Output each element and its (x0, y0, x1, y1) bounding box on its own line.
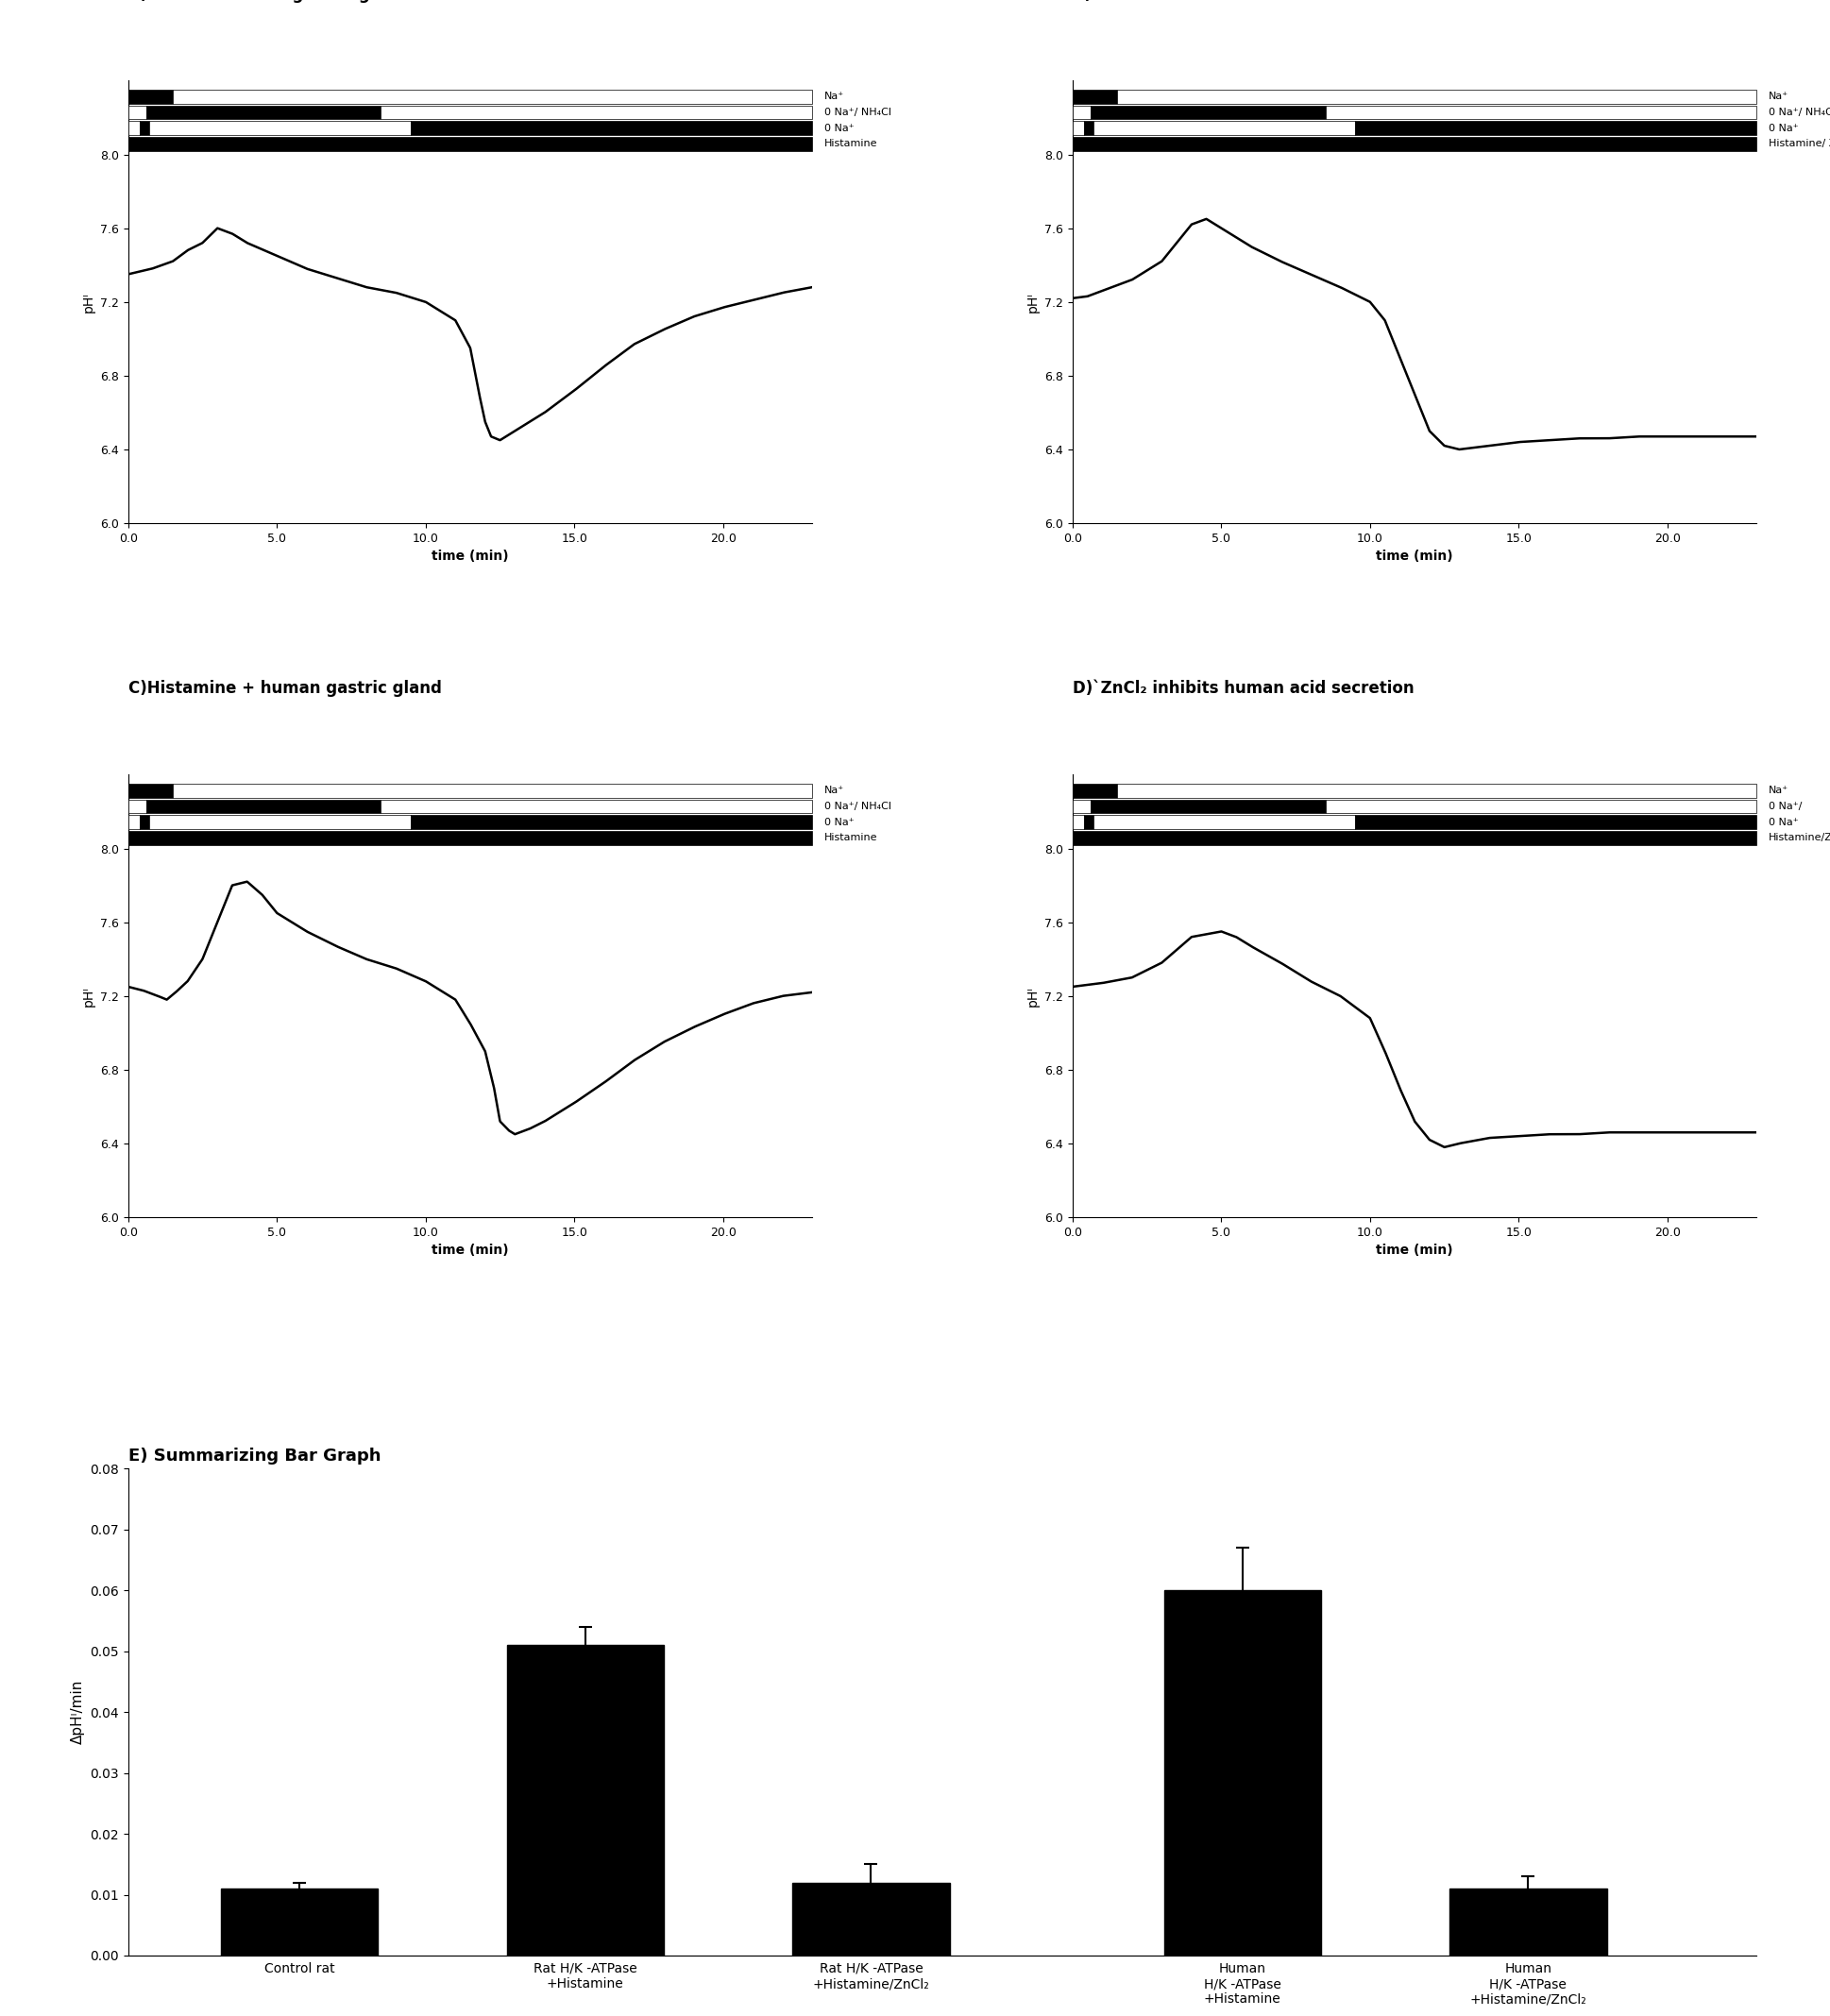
Bar (146, 800, 381, 812)
Text: C)Histamine + human gastric gland: C)Histamine + human gastric gland (128, 679, 441, 698)
Bar (1072, 105, 1091, 119)
Bar (172, 784, 813, 798)
Bar (1325, 105, 1757, 119)
Bar (128, 814, 141, 829)
Bar (1164, 1591, 1321, 1956)
Bar (128, 800, 146, 812)
Bar (1072, 91, 1116, 103)
Bar (1072, 137, 1757, 151)
Text: 0 Na⁺: 0 Na⁺ (1770, 816, 1799, 827)
Bar (148, 814, 410, 829)
Bar (1093, 814, 1356, 829)
Bar (410, 121, 813, 135)
Bar (1116, 91, 1757, 103)
Bar (1072, 784, 1116, 798)
X-axis label: time (min): time (min) (432, 1244, 509, 1258)
Text: Na⁺: Na⁺ (1770, 93, 1788, 101)
Bar (507, 1645, 664, 1956)
Text: Histamine: Histamine (824, 833, 878, 843)
Text: Histamine: Histamine (824, 139, 878, 149)
Bar (1116, 784, 1757, 798)
X-axis label: time (min): time (min) (1376, 1244, 1453, 1258)
Y-axis label: pHᴵ: pHᴵ (1027, 986, 1039, 1006)
Bar (128, 105, 146, 119)
Bar (1072, 831, 1757, 845)
Bar (1072, 814, 1085, 829)
Text: Na⁺: Na⁺ (1770, 786, 1788, 796)
Text: Histamine/ ZnCl₂: Histamine/ ZnCl₂ (1770, 139, 1830, 149)
Bar (1091, 105, 1325, 119)
Bar (1072, 121, 1085, 135)
Y-axis label: pHᴵ: pHᴵ (82, 292, 95, 312)
Bar (141, 121, 148, 135)
Bar (410, 814, 813, 829)
Bar (792, 1883, 950, 1956)
Bar (148, 121, 410, 135)
Text: 0 Na⁺/ NH₄Cl: 0 Na⁺/ NH₄Cl (824, 802, 891, 810)
Text: A)Histamine + rat gastric glands: A)Histamine + rat gastric glands (128, 0, 417, 4)
Y-axis label: pHᴵ: pHᴵ (82, 986, 95, 1006)
Bar (128, 91, 172, 103)
Text: E) Summarizing Bar Graph: E) Summarizing Bar Graph (128, 1447, 381, 1466)
Text: Na⁺: Na⁺ (824, 786, 844, 796)
Text: Histamine/ZnCl₂: Histamine/ZnCl₂ (1770, 833, 1830, 843)
Bar (1085, 121, 1093, 135)
Bar (1072, 800, 1091, 812)
Text: 0 Na⁺/ NH₄Cl: 0 Na⁺/ NH₄Cl (824, 107, 891, 117)
Text: Na⁺: Na⁺ (824, 93, 844, 101)
Bar (1356, 814, 1757, 829)
Bar (128, 137, 813, 151)
Bar (221, 1889, 379, 1956)
Bar (128, 784, 172, 798)
Text: 0 Na⁺: 0 Na⁺ (824, 123, 855, 133)
Bar (1085, 814, 1093, 829)
Bar (146, 105, 381, 119)
Text: 0 Na⁺/: 0 Na⁺/ (1770, 802, 1803, 810)
Bar (1093, 121, 1356, 135)
Bar (172, 91, 813, 103)
Bar (381, 105, 813, 119)
Text: 0 Na⁺/ NH₄Cl: 0 Na⁺/ NH₄Cl (1770, 107, 1830, 117)
Text: B)ZnCl₂ inhibits rat acid secretion: B)ZnCl₂ inhibits rat acid secretion (1072, 0, 1371, 4)
Y-axis label: pHᴵ: pHᴵ (1027, 292, 1039, 312)
Bar (128, 831, 813, 845)
Text: D)`ZnCl₂ inhibits human acid secretion: D)`ZnCl₂ inhibits human acid secretion (1072, 679, 1415, 698)
Bar (1325, 800, 1757, 812)
Bar (141, 814, 148, 829)
Bar (1449, 1889, 1607, 1956)
Y-axis label: ΔpHᴵ/min: ΔpHᴵ/min (71, 1679, 84, 1744)
X-axis label: time (min): time (min) (432, 550, 509, 562)
Text: 0 Na⁺: 0 Na⁺ (1770, 123, 1799, 133)
Bar (381, 800, 813, 812)
Bar (1356, 121, 1757, 135)
Text: 0 Na⁺: 0 Na⁺ (824, 816, 855, 827)
X-axis label: time (min): time (min) (1376, 550, 1453, 562)
Bar (128, 121, 141, 135)
Bar (1091, 800, 1325, 812)
